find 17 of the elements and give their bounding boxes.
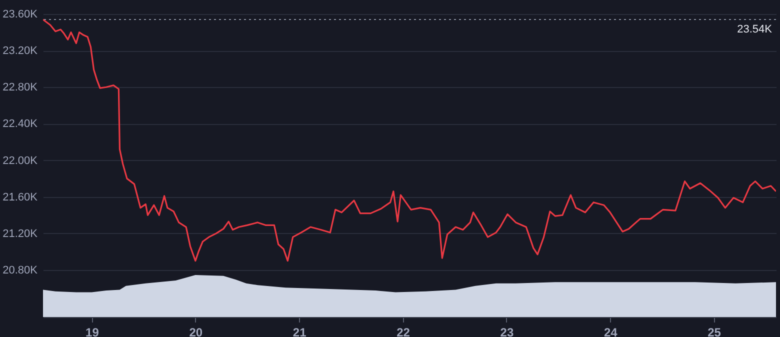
y-tick-label: 21.20K bbox=[2, 228, 38, 240]
y-tick-label: 22.40K bbox=[2, 118, 38, 130]
x-tick-label: 25 bbox=[708, 326, 722, 337]
x-tick-label: 23 bbox=[500, 326, 514, 337]
x-tick-label: 21 bbox=[292, 326, 307, 337]
x-tick-label: 20 bbox=[189, 326, 203, 337]
y-tick-label: 22.00K bbox=[2, 154, 38, 167]
y-tick-label: 23.20K bbox=[2, 45, 38, 58]
line-series bbox=[43, 18, 776, 262]
x-tick-label: 19 bbox=[86, 326, 100, 337]
y-tick-label: 23.60K bbox=[2, 8, 38, 20]
y-tick-label: 22.80K bbox=[2, 82, 38, 94]
x-tick-label: 24 bbox=[604, 326, 618, 337]
y-tick-label: 20.80K bbox=[2, 264, 38, 276]
ref-line-label: 23.54K bbox=[737, 23, 773, 36]
y-tick-label: 21.60K bbox=[2, 191, 38, 204]
x-tick-label: 22 bbox=[396, 326, 410, 337]
